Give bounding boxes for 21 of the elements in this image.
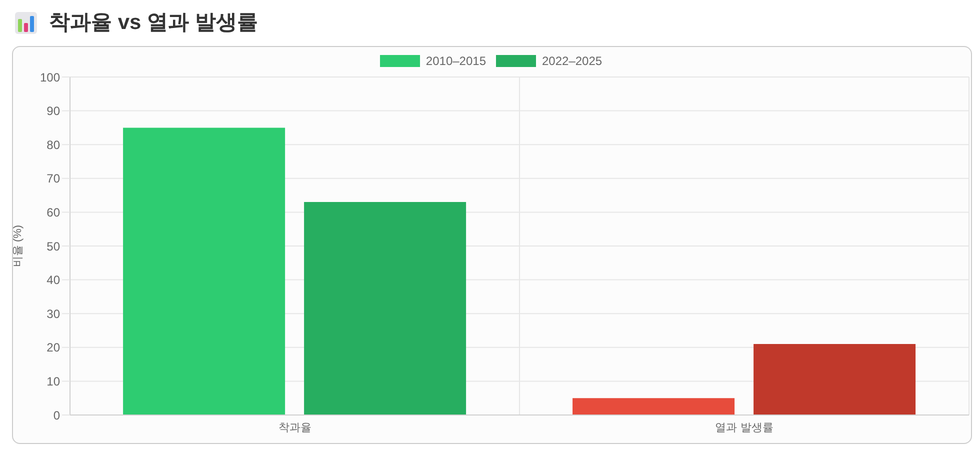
x-tick-label: 열과 발생률 — [715, 422, 774, 434]
legend-label: 2022–2025 — [542, 54, 602, 68]
legend-label: 2010–2015 — [426, 54, 486, 68]
y-tick-label: 10 — [46, 374, 60, 388]
x-tick-label: 착과율 — [278, 422, 312, 434]
bar — [123, 128, 286, 415]
y-tick-label: 30 — [46, 306, 60, 321]
y-tick-label: 60 — [46, 205, 60, 220]
y-tick-label: 80 — [46, 138, 60, 152]
y-tick-label: 70 — [46, 172, 60, 186]
y-tick-label: 90 — [46, 104, 60, 118]
y-tick-label: 0 — [53, 408, 60, 422]
bar — [754, 344, 916, 415]
y-axis-title: 비율 (%) — [12, 224, 24, 268]
bar — [304, 202, 466, 415]
y-tick-label: 100 — [40, 70, 60, 84]
y-tick-label: 20 — [46, 340, 60, 355]
y-tick-label: 40 — [46, 273, 60, 288]
chart-title: 착과율 vs 열과 발생률 — [49, 10, 258, 36]
bar — [572, 398, 735, 415]
y-tick-label: 50 — [46, 239, 60, 254]
